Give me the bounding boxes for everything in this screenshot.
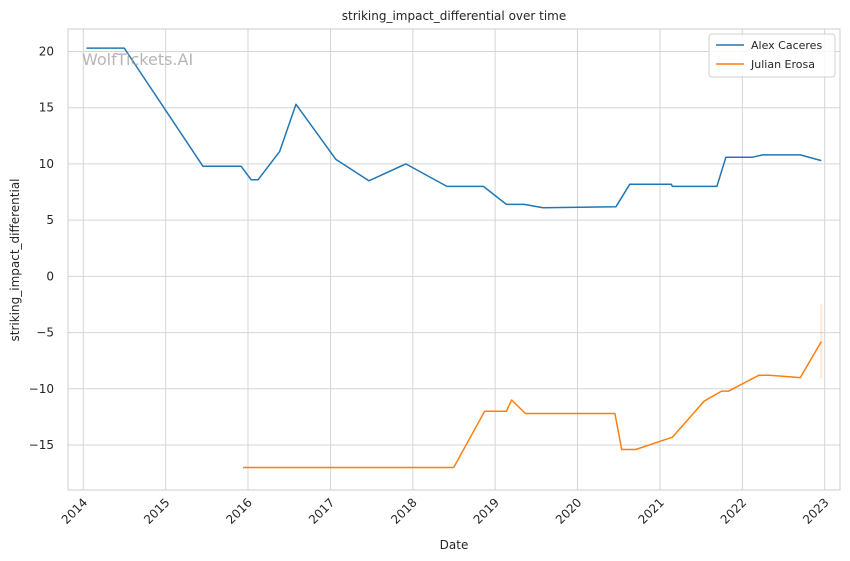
y-tick-labels: 20 15 10 5 0 −5 −10 −15 bbox=[29, 44, 54, 452]
y-tick-label: 15 bbox=[39, 101, 54, 115]
watermark-text: WolfTickets.AI bbox=[82, 50, 193, 69]
y-tick-label: 20 bbox=[39, 44, 54, 58]
x-axis-label: Date bbox=[440, 538, 469, 552]
y-tick-label: −5 bbox=[36, 326, 54, 340]
plot-area-frame bbox=[67, 28, 841, 491]
y-tick-label: −15 bbox=[29, 438, 54, 452]
y-tick-label: 0 bbox=[46, 269, 54, 283]
uncertainty-band bbox=[820, 304, 823, 379]
legend-label-julian-erosa: Julian Erosa bbox=[750, 58, 815, 71]
uncertainty-band-layer bbox=[820, 304, 823, 379]
grid-lines bbox=[68, 29, 840, 490]
legend: Alex Caceres Julian Erosa bbox=[708, 33, 836, 78]
series-line-julian-erosa bbox=[243, 341, 822, 469]
series-lines bbox=[86, 47, 822, 469]
y-tick-label: 5 bbox=[46, 213, 54, 227]
chart-title: striking_impact_differential over time bbox=[342, 9, 567, 23]
legend-label-alex-caceres: Alex Caceres bbox=[751, 39, 822, 52]
y-tick-label: −10 bbox=[29, 382, 54, 396]
series-line-alex-caceres bbox=[86, 47, 822, 209]
y-axis-label: striking_impact_differential bbox=[8, 178, 22, 341]
y-tick-label: 10 bbox=[39, 157, 54, 171]
